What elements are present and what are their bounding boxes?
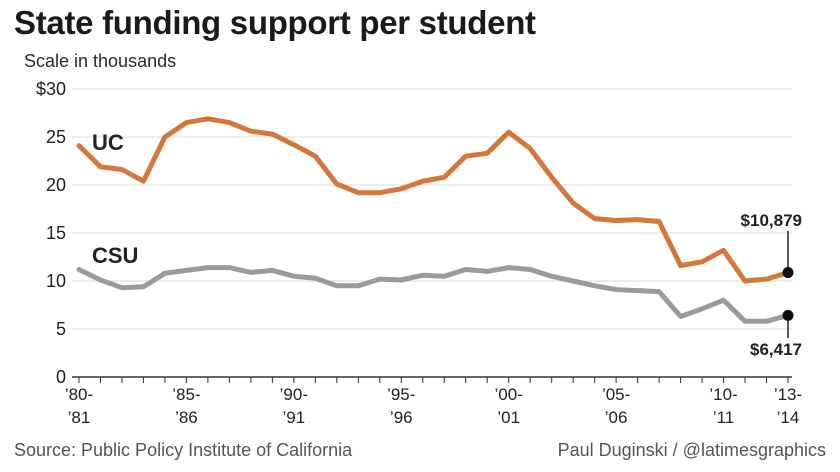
x-axis: ’80- ’81 ’85- ’86 ’90- ’91 ’95- ’96 ’00- ’01 ’05- ’…: [65, 377, 802, 427]
end-value-label-csu: $6,417: [750, 340, 802, 359]
y-tick-label: 5: [56, 319, 66, 339]
x-tick-label: ’06: [605, 408, 628, 427]
y-tick-label: 25: [46, 127, 66, 147]
y-axis-ticks: 0 5 10 15 20 25 $30: [36, 79, 66, 387]
x-tick-label: ’96: [390, 408, 413, 427]
series-line-csu: [76, 265, 791, 324]
x-tick-label: ’11: [713, 408, 734, 427]
y-tick-label: 10: [46, 271, 66, 291]
x-tick-label: ’85-: [172, 385, 200, 404]
y-tick-label: 20: [46, 175, 66, 195]
x-tick-label: ’86: [175, 408, 198, 427]
gridlines: [72, 88, 792, 378]
x-tick-label: ’91: [283, 408, 306, 427]
scale-note: Scale in thousands: [24, 51, 177, 71]
chart-title: State funding support per student: [14, 4, 536, 41]
x-tick-label: ’14: [777, 408, 800, 427]
y-tick-label: 15: [46, 223, 66, 243]
x-tick-label: ’00-: [495, 385, 523, 404]
x-tick-label: ’05-: [602, 385, 630, 404]
series-line-uc: [76, 116, 791, 284]
x-tick-label: ’10-: [709, 385, 737, 404]
x-tick-label: ’81: [68, 408, 91, 427]
y-tick-label: $30: [36, 79, 66, 99]
y-tick-label: 0: [56, 367, 66, 387]
end-point-marker: [782, 267, 794, 279]
credit-note: Paul Duginski / @latimesgraphics: [557, 440, 826, 460]
x-tick-label: ’01: [497, 408, 520, 427]
x-tick-label: ’95-: [387, 385, 415, 404]
end-value-label-uc: $10,879: [741, 211, 802, 230]
x-tick-label: ’90-: [280, 385, 308, 404]
series-name-csu: CSU: [92, 243, 138, 268]
x-tick-label: ’80-: [65, 385, 93, 404]
end-point-marker: [782, 309, 794, 321]
series-name-uc: UC: [92, 130, 124, 155]
x-tick-label: ’13-: [774, 385, 802, 404]
source-note: Source: Public Policy Institute of Calif…: [14, 440, 353, 460]
series-labels: UC $10,879 CSU $6,417: [92, 130, 802, 359]
series-lines: [76, 116, 791, 324]
